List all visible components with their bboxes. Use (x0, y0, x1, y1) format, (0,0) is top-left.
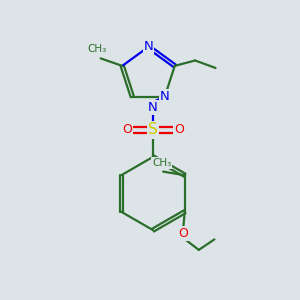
Text: O: O (174, 123, 184, 136)
Text: O: O (178, 227, 188, 240)
Text: O: O (122, 123, 132, 136)
Text: CH₃: CH₃ (87, 44, 107, 54)
Text: N: N (160, 90, 169, 103)
Text: N: N (144, 40, 153, 53)
Text: N: N (148, 101, 158, 114)
Text: CH₃: CH₃ (152, 158, 171, 168)
Text: S: S (148, 122, 158, 137)
